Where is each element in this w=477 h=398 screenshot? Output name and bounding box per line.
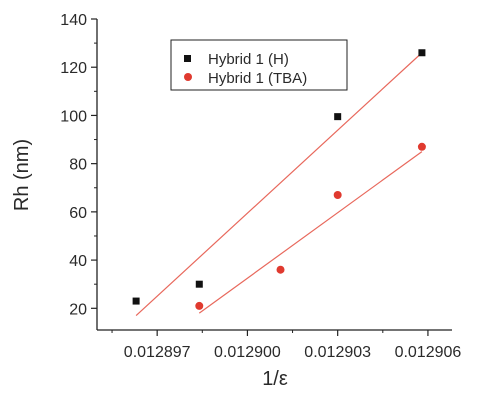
axes: 20 40 60 80 100 120 140 0.012897 0.012900 0.01290…	[60, 12, 461, 361]
y-tick-label: 120	[60, 60, 87, 77]
y-tick-label: 100	[60, 108, 87, 125]
legend-marker-square	[184, 55, 191, 62]
x-tick-label: 0.012903	[304, 344, 371, 361]
data-point-circle	[417, 142, 426, 151]
y-tick-label: 140	[60, 12, 87, 29]
data-markers	[132, 49, 426, 310]
data-point-square	[418, 49, 426, 57]
legend-label-hybrid-h: Hybrid 1 (H)	[208, 51, 289, 68]
data-point-circle	[276, 265, 285, 274]
fit-line	[135, 52, 423, 316]
x-tick-label: 0.012900	[214, 344, 281, 361]
data-point-square	[195, 280, 203, 288]
y-tick-label: 80	[69, 157, 87, 174]
data-point-circle	[195, 301, 204, 310]
fit-lines	[135, 52, 423, 316]
data-point-square	[334, 113, 342, 121]
y-axis-label: Rh (nm)	[11, 139, 33, 211]
x-axis-label: 1/ε	[262, 368, 288, 390]
data-point-square	[132, 297, 140, 305]
legend-box	[170, 39, 348, 91]
fit-line	[198, 151, 423, 314]
legend-label-hybrid-tba: Hybrid 1 (TBA)	[208, 70, 307, 87]
data-point-circle	[333, 190, 342, 199]
x-tick-label: 0.012897	[124, 344, 191, 361]
legend: Hybrid 1 (H) Hybrid 1 (TBA)	[170, 39, 348, 91]
y-tick-label: 40	[69, 253, 87, 270]
x-tick-label: 0.012906	[395, 344, 462, 361]
y-tick-label: 60	[69, 205, 87, 222]
y-tick-label: 20	[69, 301, 87, 318]
legend-marker-circle	[184, 73, 192, 81]
